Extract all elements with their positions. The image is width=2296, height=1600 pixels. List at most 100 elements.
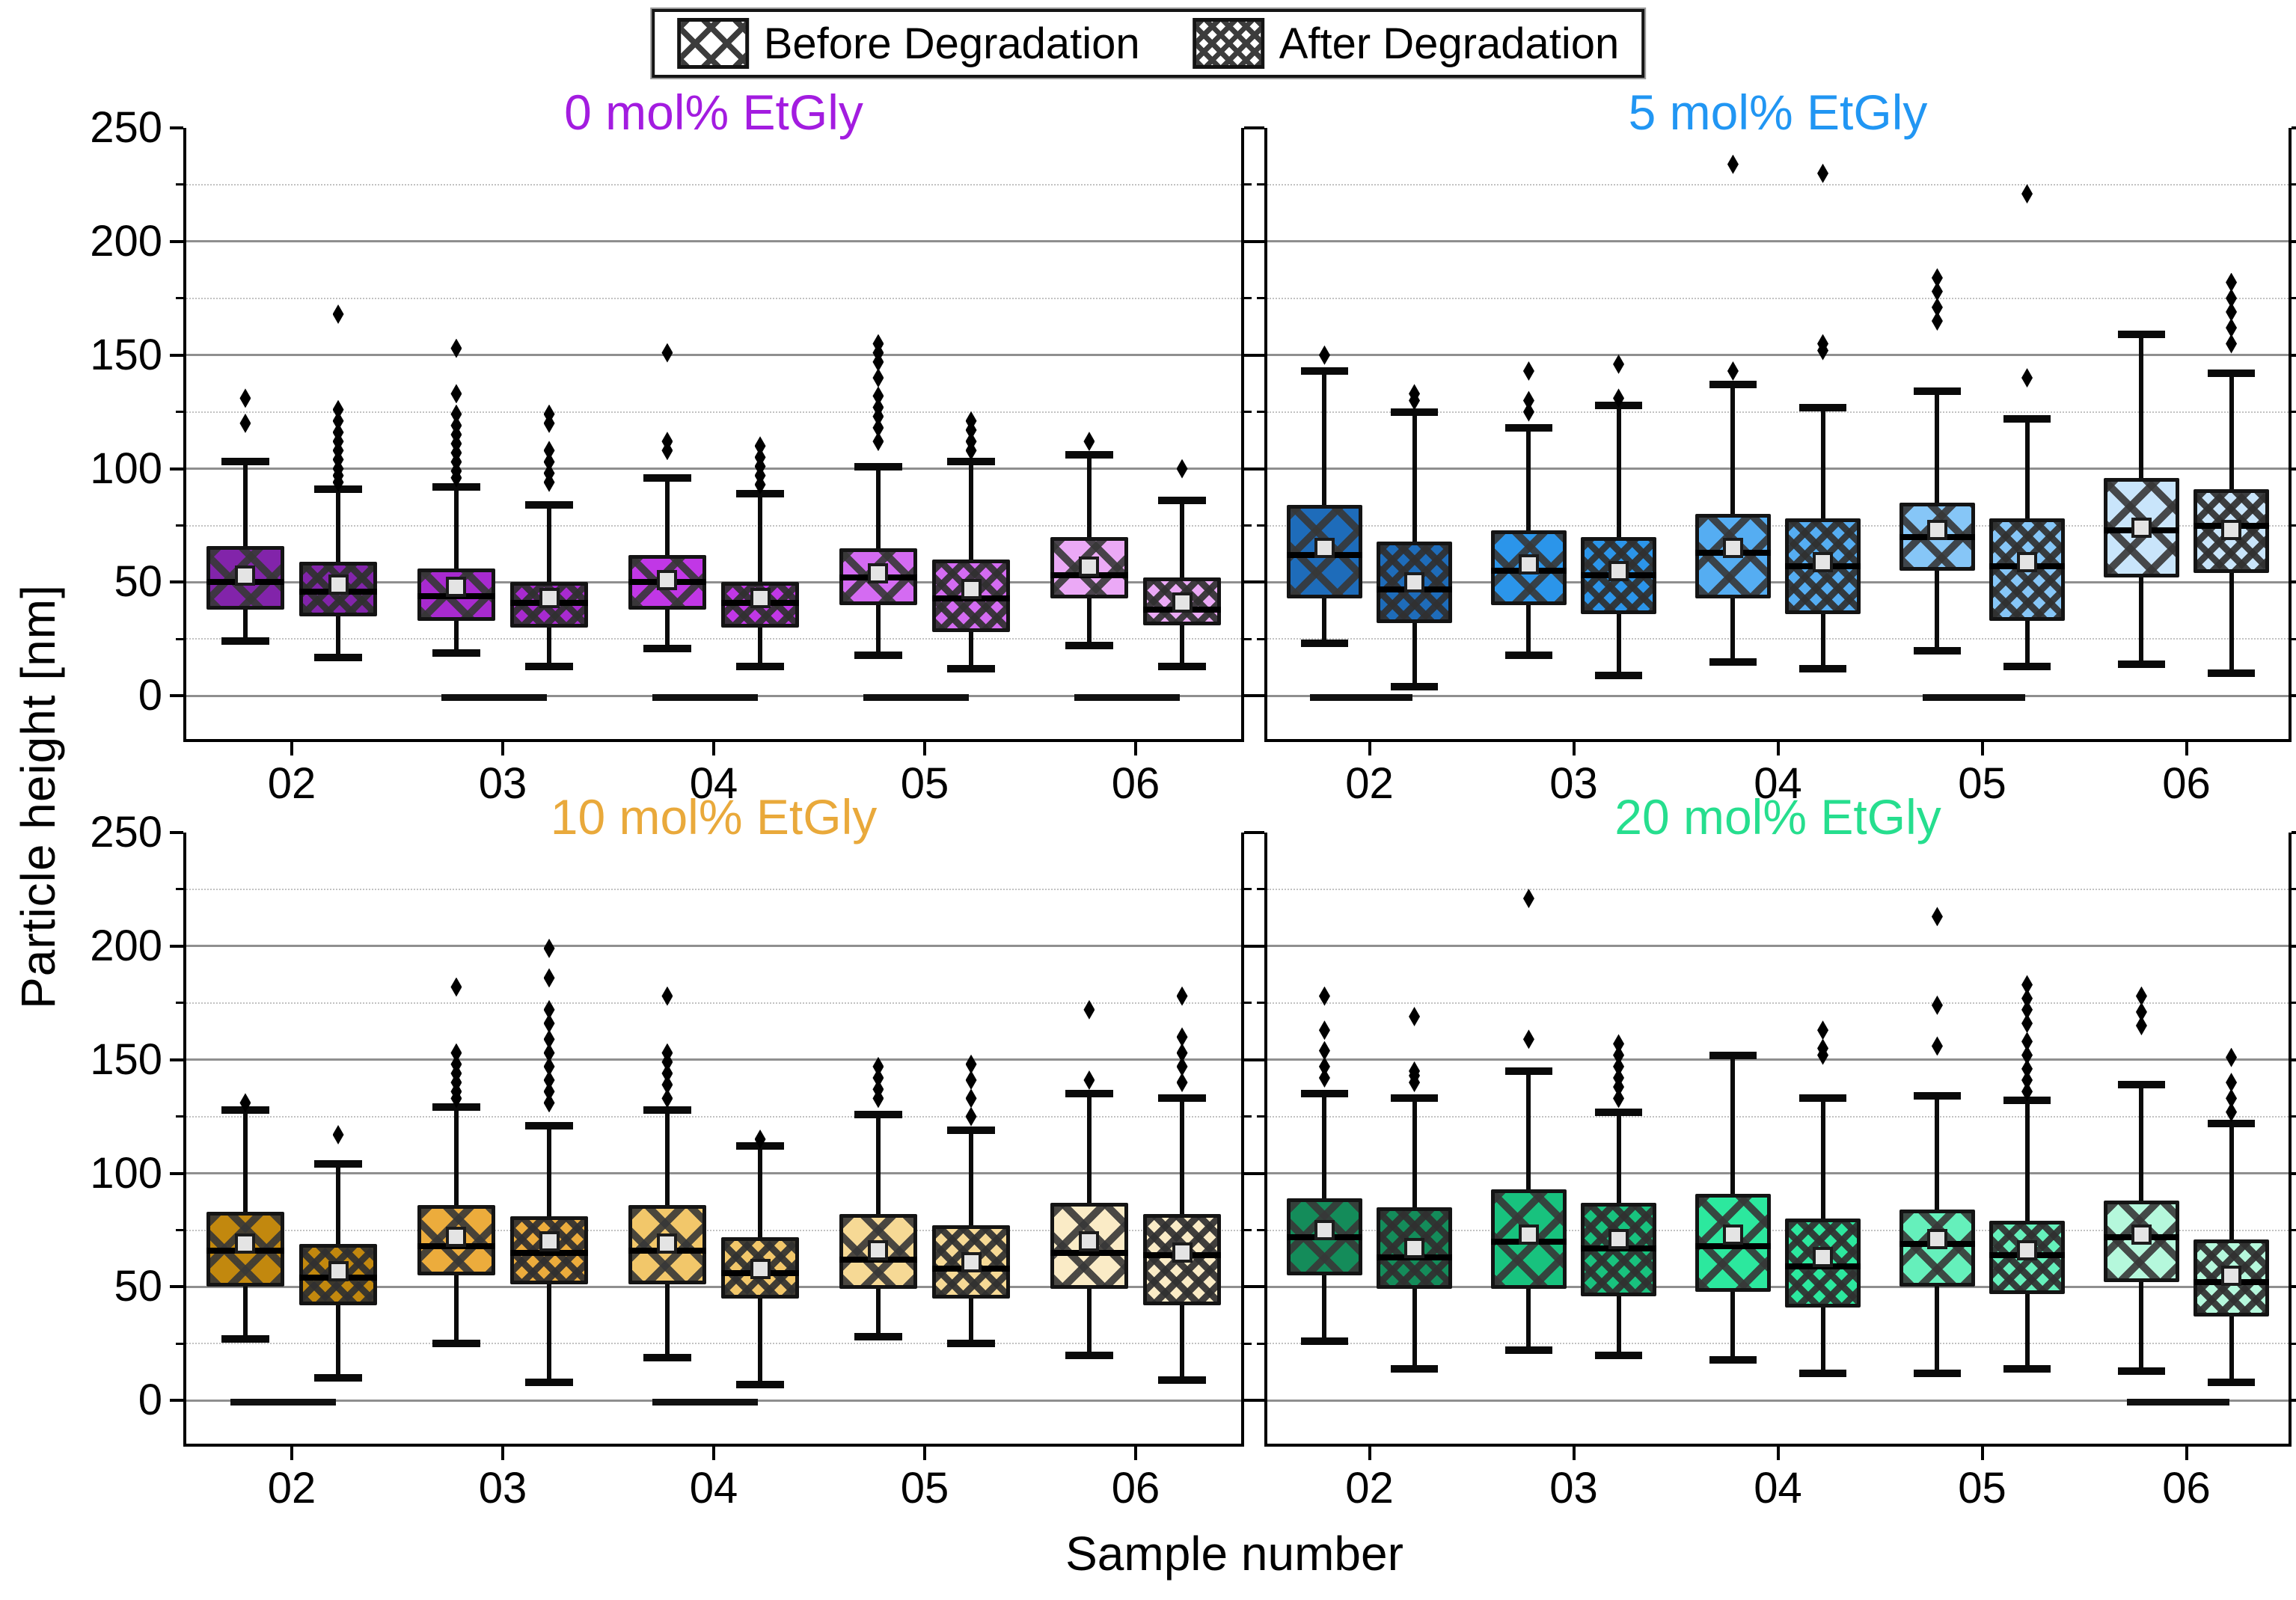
before-whisker-cap (1914, 1369, 1961, 1377)
before-whisker (1935, 1096, 1940, 1210)
after-whisker (1820, 1307, 1825, 1373)
y-major-gridline (186, 580, 1241, 583)
y-minor-gridline (186, 1115, 1241, 1118)
x-tick (1368, 742, 1371, 755)
zero-line-marker (1923, 693, 2025, 701)
after-whisker-cap (524, 1378, 574, 1386)
y-major-tick (170, 1058, 183, 1061)
after-outlier-point (1409, 1007, 1421, 1026)
before-whisker-cap (1505, 1067, 1552, 1075)
y-tick-label: 0 (138, 1376, 162, 1425)
after-mean-marker (1404, 1238, 1425, 1259)
x-tick-label: 02 (1345, 759, 1394, 808)
after-whisker (2024, 621, 2030, 666)
y-major-tick (170, 126, 183, 129)
y-minor-gridline (186, 888, 1241, 890)
crosshatch-fine-swatch-icon (1192, 18, 1264, 69)
after-outlier-point (543, 441, 555, 461)
after-outlier-point (2226, 288, 2238, 308)
y-major-gridline (186, 1058, 1241, 1061)
before-whisker-cap (432, 649, 481, 657)
after-whisker (1820, 1098, 1825, 1219)
after-whisker (758, 493, 763, 583)
before-whisker-cap (643, 1353, 692, 1361)
after-outlier-point (1613, 1045, 1625, 1065)
after-outlier-point (965, 1054, 977, 1074)
before-mean-marker (1079, 556, 1100, 577)
x-tick (1980, 1447, 1984, 1460)
before-mean-marker (1518, 554, 1539, 574)
y-major-gridline (1267, 580, 2289, 583)
after-mean-marker (2017, 551, 2038, 572)
before-box (628, 1205, 707, 1285)
before-mean-marker (1926, 1229, 1947, 1250)
y-tick-label: 250 (90, 103, 162, 152)
after-whisker (758, 628, 763, 666)
after-outlier-point (1176, 986, 1188, 1006)
before-mean-marker (1079, 1231, 1100, 1252)
before-outlier-point (1083, 1070, 1095, 1091)
after-whisker (2229, 1316, 2234, 1382)
after-outlier-point (2021, 1045, 2033, 1065)
before-outlier-point (661, 1043, 673, 1063)
after-outlier-point (543, 968, 555, 988)
after-whisker (969, 462, 974, 560)
after-whisker (336, 1164, 341, 1244)
after-outlier-point (1817, 163, 1829, 183)
before-median (1695, 1242, 1771, 1249)
y-minor-tick (1257, 411, 1264, 414)
after-whisker-cap (2208, 669, 2255, 677)
after-mean-marker (2221, 1265, 2242, 1286)
before-outlier-point (661, 343, 673, 363)
before-whisker-cap (1065, 642, 1114, 650)
before-outlier-point (1083, 432, 1095, 452)
y-minor-tick (2292, 1002, 2296, 1005)
after-whisker-cap (524, 662, 574, 670)
y-minor-tick (176, 183, 183, 186)
before-whisker-cap (1709, 1051, 1757, 1059)
legend-label-before: Before Degradation (763, 19, 1140, 68)
y-major-gridline (1267, 468, 2289, 471)
before-outlier-point (872, 432, 884, 452)
before-outlier-point (1522, 361, 1534, 381)
before-outlier-point (450, 1043, 462, 1063)
after-whisker-cap (1391, 1364, 1438, 1373)
x-tick-label: 05 (900, 759, 949, 808)
before-whisker-cap (854, 462, 903, 471)
after-whisker-cap (1799, 1094, 1846, 1103)
crosshatch-coarse-swatch-icon (676, 18, 749, 69)
before-mean-marker (657, 1233, 678, 1254)
before-whisker-cap (221, 458, 270, 466)
after-outlier-point (332, 411, 344, 431)
before-median (1050, 1249, 1129, 1256)
before-whisker (453, 1107, 459, 1206)
before-mean-marker (1314, 538, 1335, 559)
before-whisker (1935, 571, 1940, 651)
after-mean-marker (1813, 551, 1834, 572)
after-whisker-cap (1157, 497, 1207, 505)
before-outlier-point (450, 338, 462, 358)
before-outlier-point (1931, 907, 1943, 927)
x-tick-label: 03 (478, 1464, 527, 1512)
after-outlier-point (543, 404, 555, 424)
y-minor-tick (1257, 297, 1264, 300)
before-whisker (664, 477, 670, 555)
y-minor-tick (176, 411, 183, 414)
before-outlier-point (1931, 297, 1943, 317)
before-outlier-point (872, 1056, 884, 1076)
y-major-tick (1251, 1058, 1264, 1061)
y-major-tick (1251, 580, 1264, 584)
zero-line-marker (441, 693, 548, 701)
before-outlier-point (450, 404, 462, 424)
after-median (509, 1249, 589, 1256)
before-mean-marker (1722, 1224, 1743, 1245)
x-tick (1776, 742, 1780, 755)
before-whisker-cap (854, 1110, 903, 1118)
before-whisker-cap (1709, 1355, 1757, 1364)
after-whisker (2229, 1123, 2234, 1239)
before-whisker (1526, 1070, 1531, 1189)
y-major-tick (170, 944, 183, 948)
after-whisker-cap (313, 1160, 363, 1168)
after-outlier-point (2226, 334, 2238, 354)
after-whisker-cap (1157, 662, 1207, 670)
